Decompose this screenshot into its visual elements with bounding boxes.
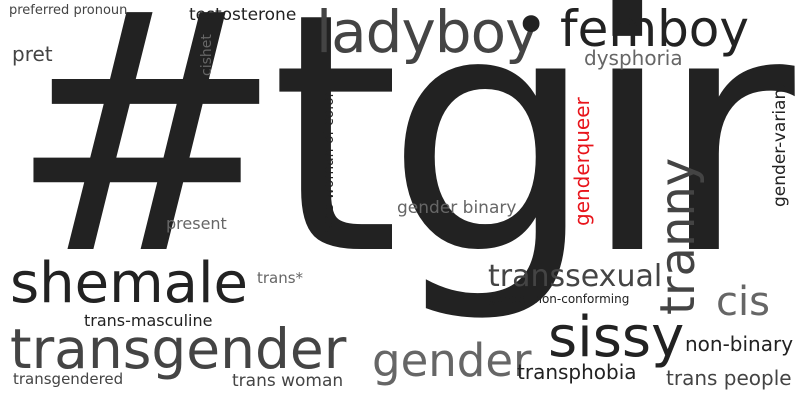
word-gender: gender [372, 334, 532, 387]
word-gender-non-conforming: gender non-conforming [488, 292, 630, 306]
word-cishet: cishet [199, 34, 215, 76]
word-trans-woman: trans woman [232, 371, 344, 391]
word-trans-woman-of-color: trans woman of color [321, 91, 337, 240]
word-present: present [166, 214, 227, 233]
word-transgendered: transgendered [13, 370, 124, 388]
word-tgirl: #tgirl [8, 0, 800, 327]
word-transphobia: transphobia [517, 360, 637, 384]
word-trans-people: trans people [666, 366, 792, 390]
word-gender-variant: gender-variant [770, 82, 790, 207]
word-trans-star: trans* [257, 269, 304, 287]
word-pret: pret [12, 42, 53, 66]
word-gender-binary: gender binary [397, 198, 517, 218]
word-testosterone: testosterone [189, 5, 297, 25]
word-preferred-pronoun: preferred pronoun [9, 3, 128, 18]
word-trans-masculine: trans-masculine [84, 311, 213, 330]
word-ladyboy: ladyboy [316, 0, 539, 66]
word-femboy: femboy [560, 0, 749, 58]
word-transsexual: transsexual [488, 259, 663, 294]
word-transgender: transgender [10, 317, 347, 381]
word-sissy: sissy [548, 305, 685, 370]
word-dysphoria: dysphoria [584, 46, 683, 70]
word-cis: cis [716, 279, 770, 325]
word-non-binary: non-binary [685, 332, 794, 356]
word-dot: • [514, 0, 549, 59]
word-shemale: shemale [10, 251, 248, 316]
word-genderqueer: genderqueer [570, 97, 594, 226]
